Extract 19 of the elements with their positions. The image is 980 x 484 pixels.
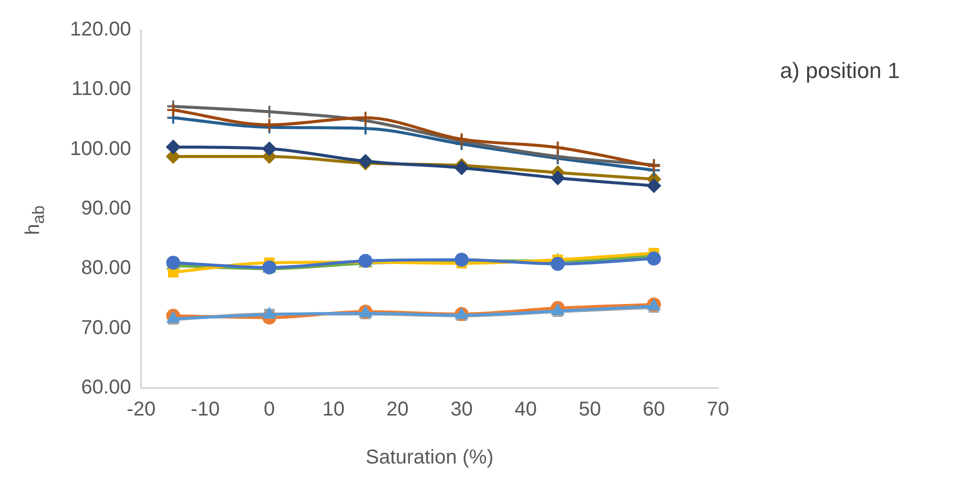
x-tick-label: 10 [322,398,345,421]
y-tick-label: 60.00 [81,376,132,399]
y-tick-label: 80.00 [81,257,132,280]
y-tick-label: 110.00 [71,78,132,100]
y-tick-label: 120.00 [70,18,132,41]
x-tick-label: 50 [578,398,601,421]
x-tick-label: 30 [450,398,473,421]
x-tick-label: 0 [264,398,275,421]
y-tick-label: 90.00 [81,198,132,220]
x-tick-label: 70 [706,398,730,421]
x-axis-title: Saturation (%) [366,446,494,469]
x-tick-label: 60 [642,398,666,421]
x-tick-label: 20 [386,398,409,421]
x-tick-label: -10 [190,398,220,421]
text: a) position 1 [780,58,900,84]
y-tick-label: 100.00 [70,138,132,160]
x-tick-label: 40 [514,398,537,421]
y-tick-label: 70.00 [81,316,132,339]
x-tick-label: -20 [126,398,156,421]
